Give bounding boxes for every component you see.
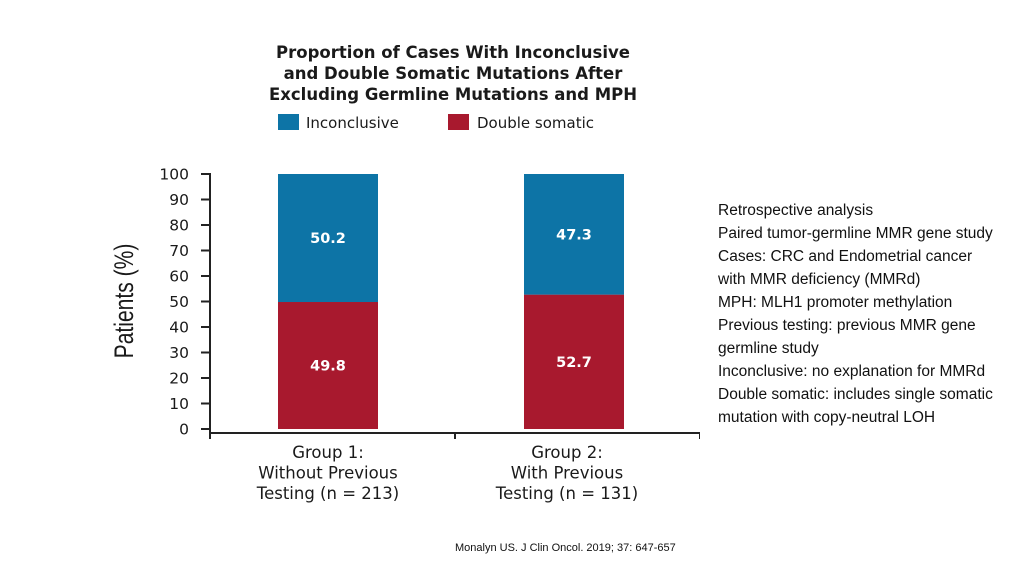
y-axis: 0 10 20 30 40 50 60 70 80 90 100 bbox=[159, 166, 700, 439]
note-line: with MMR deficiency (MMRd) bbox=[718, 271, 921, 288]
x-category-label: Testing (n = 131) bbox=[495, 484, 638, 503]
y-tick-label: 100 bbox=[159, 166, 189, 184]
bars: 49.8 50.2 52.7 47.3 bbox=[278, 174, 624, 429]
chart-title-line: Proportion of Cases With Inconclusive bbox=[276, 43, 630, 62]
data-label: 47.3 bbox=[556, 227, 592, 243]
bar-double-somatic bbox=[278, 302, 378, 429]
y-tick-label: 90 bbox=[169, 191, 189, 209]
note-line: Previous testing: previous MMR gene bbox=[718, 317, 976, 334]
note-line: mutation with copy-neutral LOH bbox=[718, 409, 936, 426]
chart-legend: Inconclusive Double somatic bbox=[278, 114, 594, 132]
citation: Monalyn US. J Clin Oncol. 2019; 37: 647-… bbox=[455, 542, 676, 554]
y-tick-label: 0 bbox=[179, 421, 189, 439]
x-category-label: With Previous bbox=[511, 464, 623, 483]
chart-title-line: and Double Somatic Mutations After bbox=[284, 64, 624, 83]
y-tick-label: 70 bbox=[169, 242, 189, 260]
note-line: Retrospective analysis bbox=[718, 202, 874, 219]
note-line: germline study bbox=[718, 340, 819, 357]
stacked-bar-chart: Proportion of Cases With Inconclusive and… bbox=[110, 43, 700, 503]
legend-swatch bbox=[448, 114, 469, 130]
data-label: 49.8 bbox=[310, 359, 346, 375]
x-category-label: Group 2: bbox=[531, 443, 603, 462]
x-category-label: Without Previous bbox=[258, 464, 397, 483]
x-category-label: Testing (n = 213) bbox=[256, 484, 399, 503]
note-line: MPH: MLH1 promoter methylation bbox=[718, 294, 953, 311]
legend-label: Inconclusive bbox=[306, 114, 399, 132]
note-line: Double somatic: includes single somatic bbox=[718, 386, 993, 403]
note-line: Inconclusive: no explanation for MMRd bbox=[718, 363, 986, 380]
y-tick-label: 20 bbox=[169, 370, 189, 388]
chart-title-line: Excluding Germline Mutations and MPH bbox=[269, 85, 637, 104]
y-tick-label: 80 bbox=[169, 217, 189, 235]
y-tick-label: 40 bbox=[169, 319, 189, 337]
data-label: 52.7 bbox=[556, 355, 592, 371]
chart-title: Proportion of Cases With Inconclusive and… bbox=[269, 43, 637, 104]
y-axis-title: Patients (%) bbox=[110, 244, 140, 359]
study-notes: Retrospective analysis Paired tumor-germ… bbox=[718, 199, 1018, 429]
y-tick-label: 60 bbox=[169, 268, 189, 286]
legend-label: Double somatic bbox=[477, 114, 594, 132]
legend-swatch bbox=[278, 114, 299, 130]
y-tick-label: 50 bbox=[169, 293, 189, 311]
y-tick-label: 10 bbox=[169, 395, 189, 413]
x-category-label: Group 1: bbox=[292, 443, 364, 462]
bar-double-somatic bbox=[524, 294, 624, 429]
bar-inconclusive bbox=[278, 174, 378, 303]
note-line: Cases: CRC and Endometrial cancer bbox=[718, 248, 973, 265]
data-label: 50.2 bbox=[310, 231, 346, 247]
note-line: Paired tumor-germline MMR gene study bbox=[718, 225, 993, 242]
bar-inconclusive bbox=[524, 174, 624, 295]
y-tick-label: 30 bbox=[169, 344, 189, 362]
